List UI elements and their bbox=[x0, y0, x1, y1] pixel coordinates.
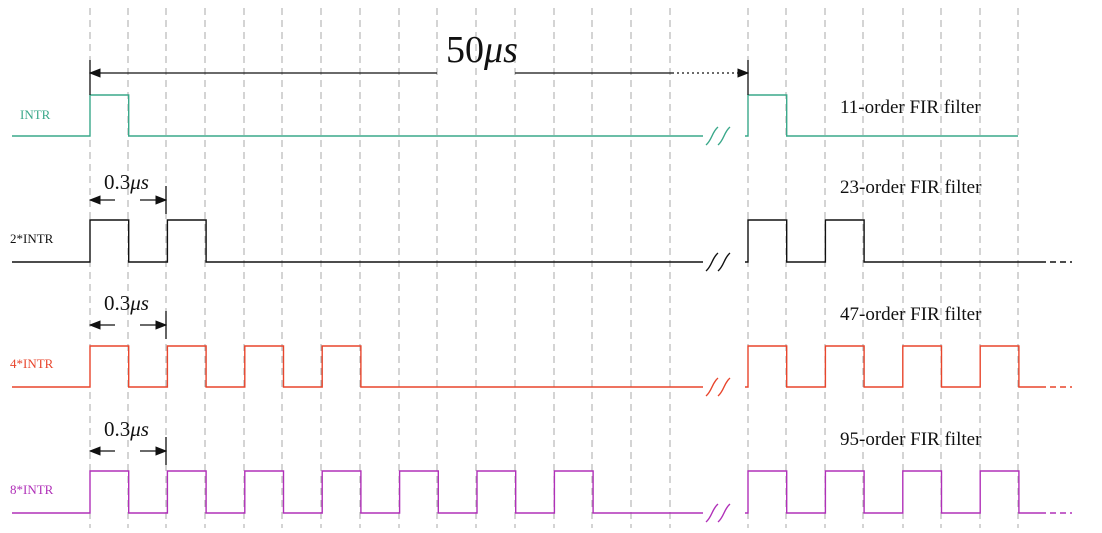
spacing-text-8intr: 0.3μs bbox=[104, 417, 149, 441]
break-mark-a-0 bbox=[705, 126, 719, 146]
spacing-unit-8intr: μs bbox=[129, 417, 149, 441]
period-value: 50μs bbox=[446, 29, 518, 71]
waveform-pre-break-1 bbox=[12, 219, 703, 263]
signal-label-8intr: 8*INTR bbox=[10, 482, 54, 497]
signal-intr: INTR 11-order FIR filter bbox=[20, 97, 981, 122]
filter-label-47: 47-order FIR filter bbox=[840, 304, 982, 325]
spacing-unit-4intr: μs bbox=[129, 291, 149, 315]
grid-lines bbox=[89, 8, 1019, 528]
waveforms bbox=[12, 94, 1072, 514]
signal-label-4intr: 4*INTR bbox=[10, 356, 54, 371]
signal-8intr: 8*INTR 95-order FIR filter bbox=[10, 429, 982, 497]
spacing-number-8intr: 0.3 bbox=[104, 417, 130, 441]
filter-label-95: 95-order FIR filter bbox=[840, 429, 982, 450]
break-mark-a-2 bbox=[705, 377, 719, 397]
waveform-pre-break-3 bbox=[12, 470, 703, 514]
spacing-number-2intr: 0.3 bbox=[104, 170, 130, 194]
filter-label-23: 23-order FIR filter bbox=[840, 177, 982, 198]
spacing-text-2intr: 0.3μs bbox=[104, 170, 149, 194]
waveform-pre-break-2 bbox=[12, 345, 703, 388]
break-mark-b-0 bbox=[717, 126, 731, 146]
period-measurement: 50μs bbox=[446, 29, 518, 71]
period-unit: μs bbox=[483, 29, 518, 71]
waveform-post-break-0 bbox=[745, 94, 1018, 137]
spacing-label-8intr: 0.3μs bbox=[104, 417, 149, 441]
spacing-label-2intr: 0.3μs bbox=[104, 170, 149, 194]
period-number: 50 bbox=[446, 29, 484, 71]
signal-4intr: 4*INTR 47-order FIR filter bbox=[10, 304, 982, 371]
waveform-post-break-3 bbox=[745, 470, 1040, 514]
spacing-label-4intr: 0.3μs bbox=[104, 291, 149, 315]
waveform-pre-break-0 bbox=[12, 94, 703, 137]
spacing-unit-2intr: μs bbox=[129, 170, 149, 194]
break-marks bbox=[705, 126, 731, 523]
signal-2intr: 2*INTR 23-order FIR filter bbox=[10, 177, 982, 246]
break-mark-b-2 bbox=[717, 377, 731, 397]
signal-label-2intr: 2*INTR bbox=[10, 231, 54, 246]
spacing-text-4intr: 0.3μs bbox=[104, 291, 149, 315]
waveform-post-break-2 bbox=[745, 345, 1040, 388]
spacing-number-4intr: 0.3 bbox=[104, 291, 130, 315]
break-mark-b-3 bbox=[717, 503, 731, 523]
break-mark-b-1 bbox=[717, 252, 731, 272]
waveform-post-break-1 bbox=[745, 219, 1040, 263]
signal-label-intr: INTR bbox=[20, 107, 51, 122]
break-mark-a-3 bbox=[705, 503, 719, 523]
filter-label-11: 11-order FIR filter bbox=[840, 97, 981, 118]
break-mark-a-1 bbox=[705, 252, 719, 272]
annotations bbox=[88, 60, 750, 465]
